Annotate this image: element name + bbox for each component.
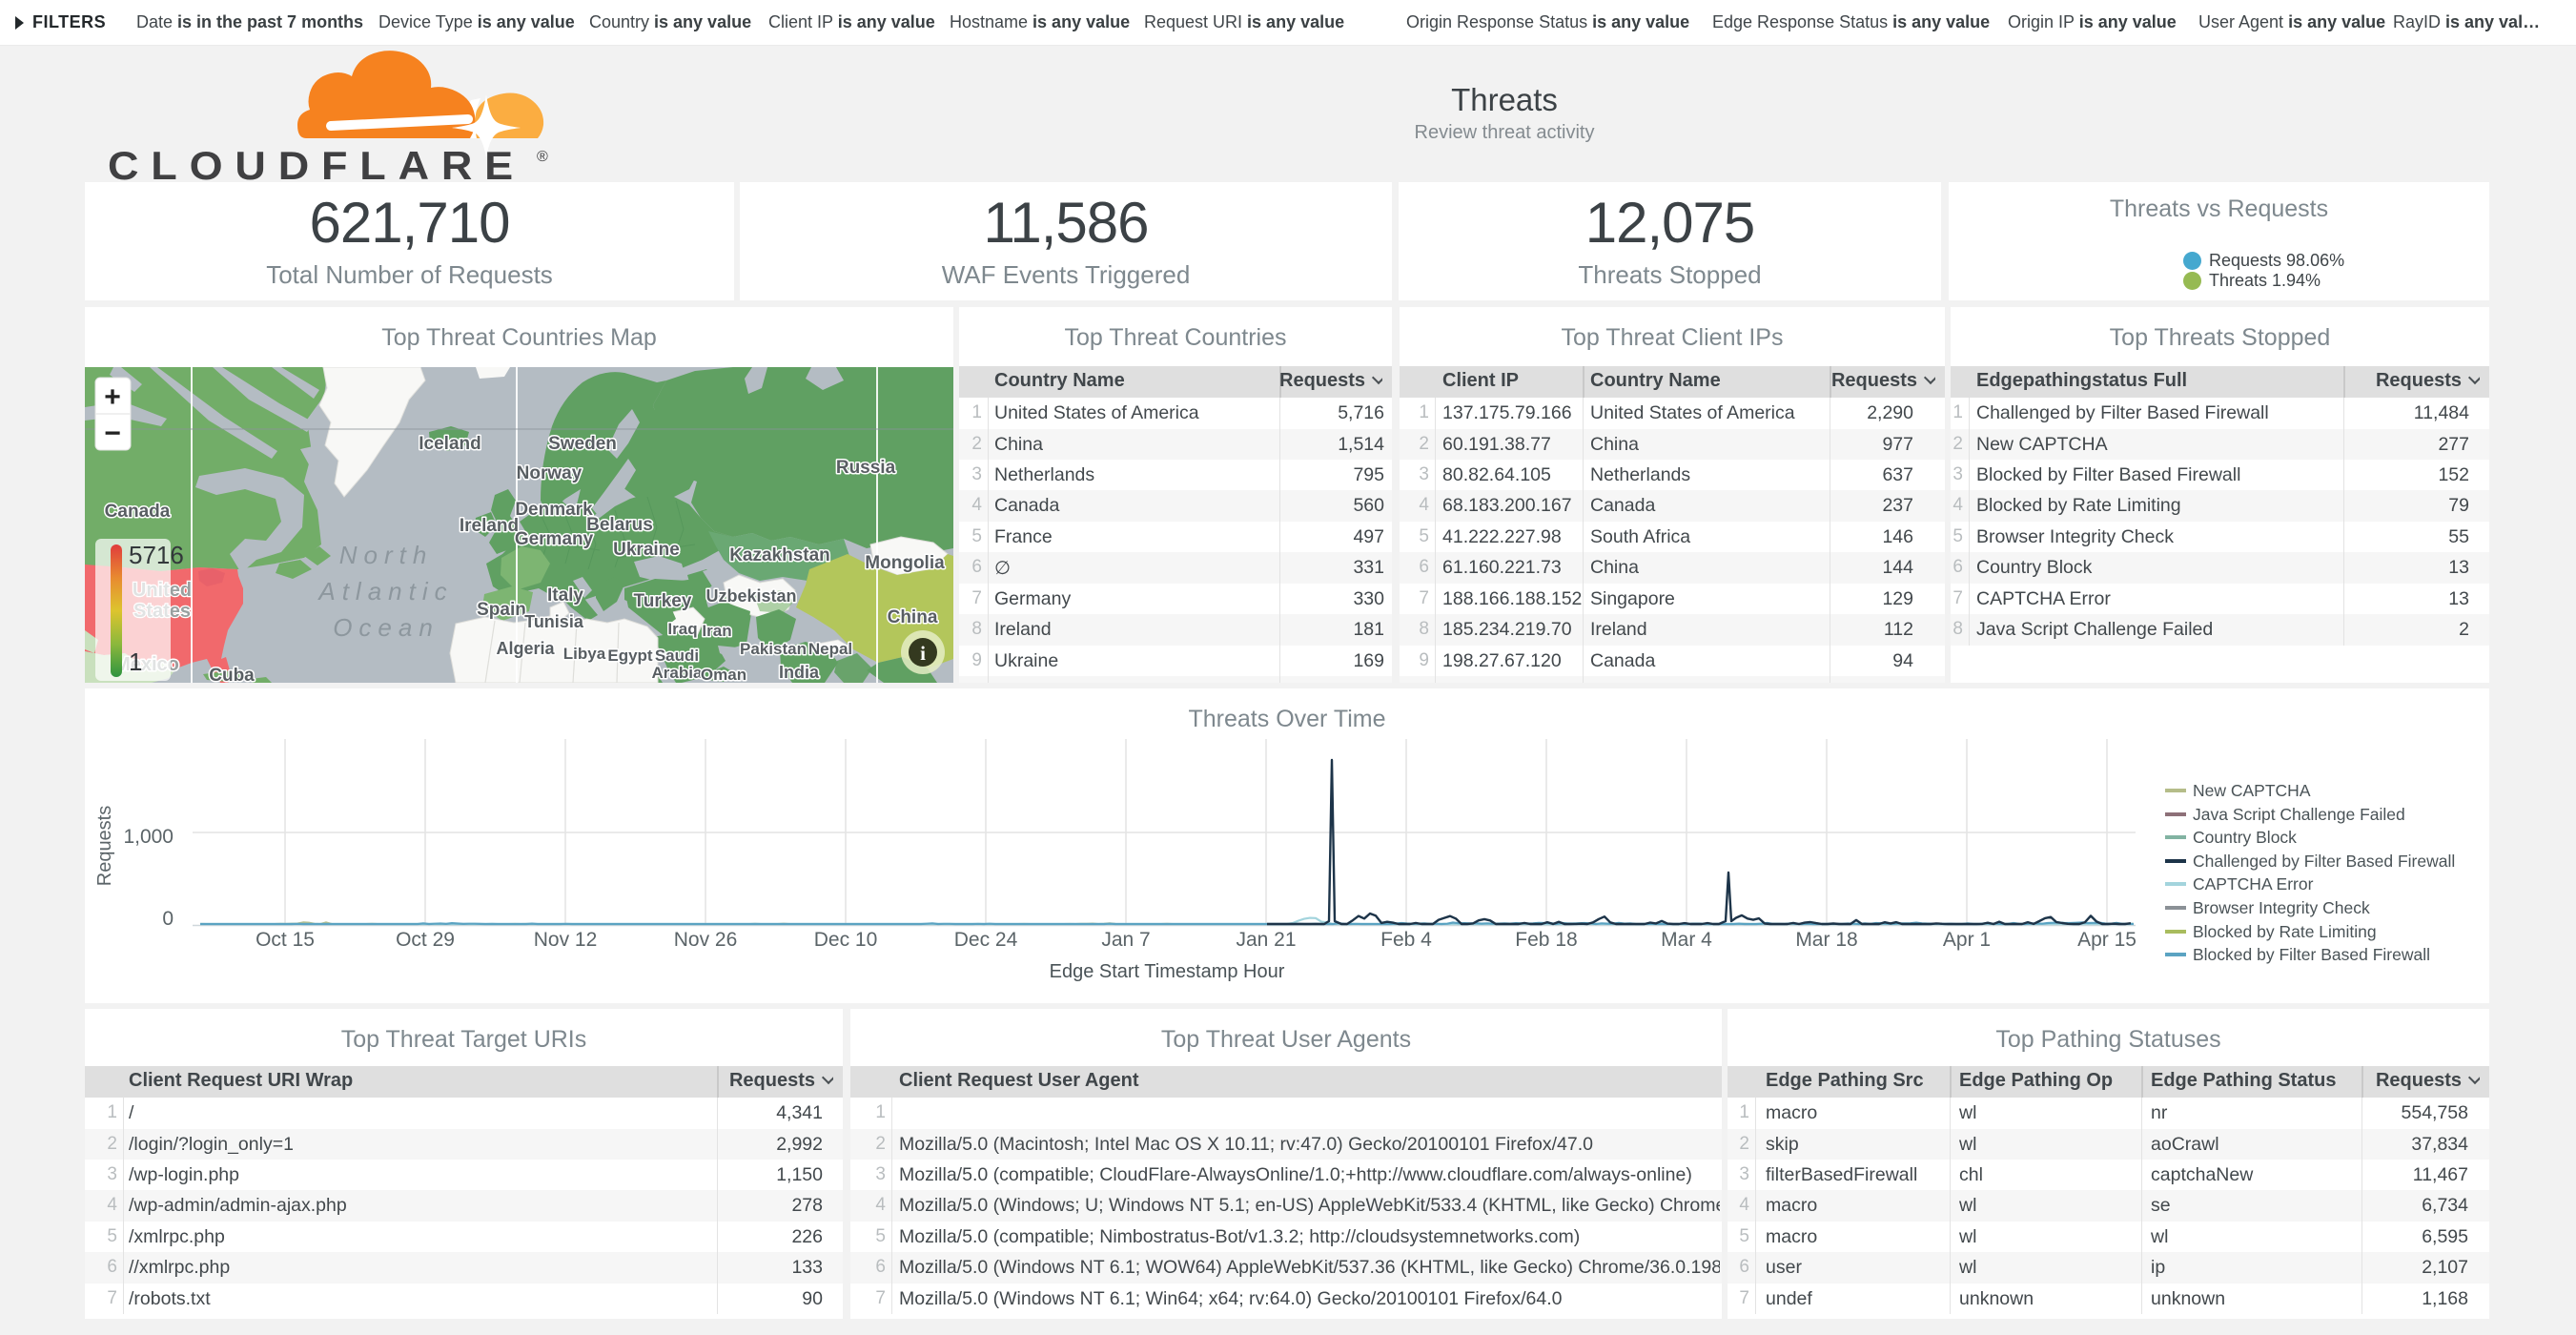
svg-text:Belarus: Belarus [586, 515, 653, 535]
svg-text:India: India [779, 663, 820, 682]
svg-text:Ireland: Ireland [460, 516, 519, 536]
svg-text:North: North [339, 541, 434, 569]
svg-text:1: 1 [129, 647, 142, 676]
svg-text:Blocked by Filter Based Firewa: Blocked by Filter Based Firewall [2193, 945, 2430, 964]
svg-text:Jan 7: Jan 7 [1101, 929, 1150, 951]
svg-text:Feb 18: Feb 18 [1515, 929, 1577, 951]
svg-text:−: − [104, 418, 121, 449]
svg-text:Requests: Requests [94, 806, 115, 887]
svg-text:Iceland: Iceland [419, 434, 480, 454]
svg-text:Apr 15: Apr 15 [2077, 929, 2136, 951]
svg-text:Ukraine: Ukraine [613, 540, 680, 560]
svg-text:i: i [920, 642, 926, 665]
svg-text:Tunisia: Tunisia [524, 612, 584, 631]
svg-text:China: China [888, 607, 938, 627]
svg-text:Iran: Iran [702, 622, 731, 640]
svg-text:Saudi: Saudi [655, 647, 699, 665]
svg-text:Ocean: Ocean [333, 613, 440, 642]
svg-text:CAPTCHA Error: CAPTCHA Error [2193, 874, 2314, 893]
svg-text:Turkey: Turkey [634, 591, 692, 611]
svg-text:Germany: Germany [515, 529, 594, 549]
svg-text:Spain: Spain [477, 600, 526, 620]
svg-text:Canada: Canada [105, 502, 171, 522]
svg-text:Blocked by Rate Limiting: Blocked by Rate Limiting [2193, 922, 2377, 941]
svg-text:Challenged by Filter Based Fir: Challenged by Filter Based Firewall [2193, 852, 2455, 871]
svg-text:Egypt: Egypt [607, 647, 653, 665]
svg-text:Java Script Challenge Failed: Java Script Challenge Failed [2193, 805, 2405, 824]
svg-text:0: 0 [162, 908, 174, 930]
svg-text:Russia: Russia [836, 458, 896, 478]
svg-text:Nepal: Nepal [808, 640, 852, 658]
svg-text:Edge Start Timestamp Hour: Edge Start Timestamp Hour [1050, 961, 1285, 982]
svg-text:Algeria: Algeria [496, 639, 555, 658]
svg-text:Oman: Oman [701, 666, 746, 683]
svg-text:Pakistan: Pakistan [740, 640, 807, 658]
svg-text:Country Block: Country Block [2193, 828, 2297, 847]
svg-text:®: ® [537, 149, 548, 165]
svg-text:Atlantic: Atlantic [317, 577, 453, 606]
svg-text:Nov 26: Nov 26 [674, 929, 738, 951]
svg-text:Cuba: Cuba [209, 666, 255, 683]
svg-text:Denmark: Denmark [515, 500, 593, 520]
svg-text:Italy: Italy [547, 585, 583, 606]
svg-text:Mongolia: Mongolia [865, 553, 945, 573]
svg-text:Kazakhstan: Kazakhstan [729, 545, 830, 565]
svg-text:Mar 18: Mar 18 [1795, 929, 1857, 951]
svg-text:Browser Integrity Check: Browser Integrity Check [2193, 898, 2370, 917]
svg-text:Dec 24: Dec 24 [954, 929, 1018, 951]
svg-text:Dec 10: Dec 10 [814, 929, 878, 951]
svg-text:CLOUDFLARE: CLOUDFLARE [108, 143, 525, 188]
svg-text:New CAPTCHA: New CAPTCHA [2193, 781, 2311, 800]
svg-text:Libya: Libya [563, 645, 606, 663]
svg-text:Oct 29: Oct 29 [396, 929, 455, 951]
svg-text:Jan 21: Jan 21 [1236, 929, 1296, 951]
svg-text:Nov 12: Nov 12 [534, 929, 598, 951]
svg-text:Apr 1: Apr 1 [1943, 929, 1991, 951]
svg-text:5716: 5716 [129, 541, 184, 569]
svg-text:+: + [104, 381, 121, 413]
svg-text:1,000: 1,000 [123, 826, 174, 848]
svg-text:Feb 4: Feb 4 [1380, 929, 1432, 951]
svg-text:Arabia: Arabia [652, 664, 703, 682]
svg-text:Sweden: Sweden [548, 434, 617, 454]
svg-text:Norway: Norway [517, 463, 583, 483]
svg-text:Mar 4: Mar 4 [1661, 929, 1712, 951]
svg-text:Oct 15: Oct 15 [256, 929, 315, 951]
svg-text:Uzbekistan: Uzbekistan [705, 586, 796, 606]
svg-text:Iraq: Iraq [667, 620, 697, 638]
